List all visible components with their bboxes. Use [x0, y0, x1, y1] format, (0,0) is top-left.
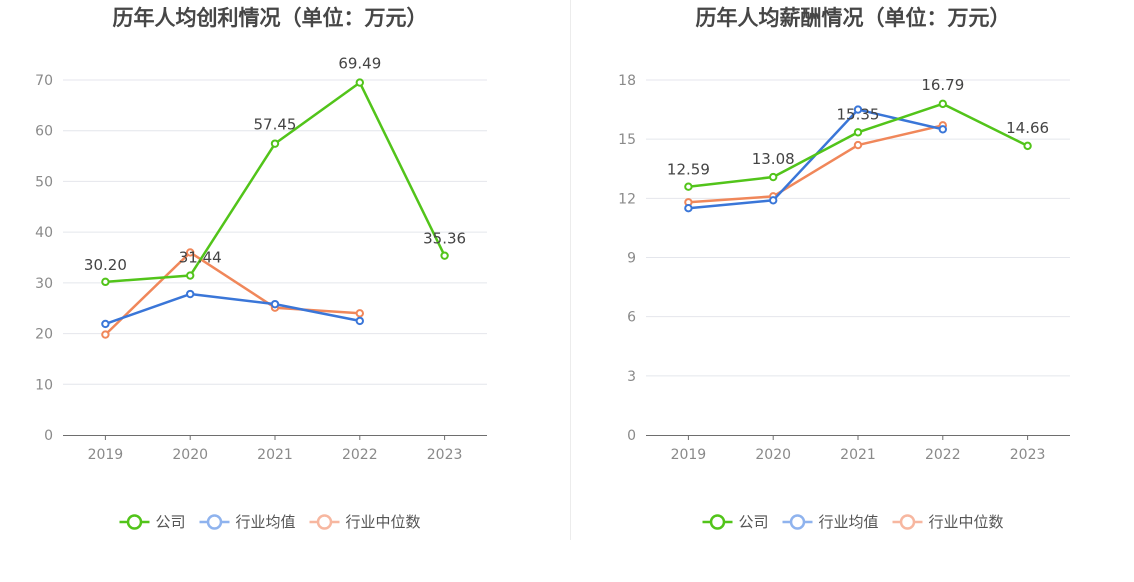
legend-label: 公司: [156, 513, 186, 531]
y-tick-label: 50: [35, 174, 53, 190]
legend-marker: [316, 514, 333, 530]
data-point-industry-mean: [769, 196, 778, 205]
data-point-company: [938, 99, 947, 109]
data-label: 57.45: [254, 116, 297, 134]
y-tick-label: 10: [35, 377, 53, 393]
data-point-company: [684, 182, 693, 191]
data-point-company: [1023, 141, 1032, 151]
x-tick-label: 2020: [172, 447, 208, 463]
chart-divider: [570, 0, 571, 540]
data-label: 14.66: [1006, 119, 1049, 137]
data-label: 35.36: [423, 230, 466, 248]
legend-label: 行业中位数: [929, 513, 1004, 531]
y-tick-label: 30: [35, 276, 53, 292]
x-tick-label: 2019: [671, 447, 707, 463]
x-tick-label: 2019: [88, 447, 124, 463]
data-point-industry-median: [101, 330, 110, 339]
series-line-industry-mean: [104, 292, 361, 326]
x-tick-label: 2021: [257, 447, 293, 463]
legend-marker: [206, 514, 223, 530]
data-point-industry-mean: [684, 203, 693, 213]
data-point-company: [769, 172, 778, 182]
data-point-industry-median: [853, 140, 863, 150]
legend-marker: [899, 514, 916, 530]
y-tick-label: 40: [35, 225, 53, 241]
chart-title: 历年人均薪酬情况（单位：万元）: [696, 6, 1011, 30]
legend-marker: [126, 514, 143, 530]
x-tick-label: 2023: [427, 447, 463, 463]
x-tick-label: 2020: [755, 447, 791, 463]
series-line-industry-mean: [688, 108, 944, 210]
y-tick-label: 70: [35, 73, 53, 89]
x-tick-label: 2023: [1010, 447, 1046, 463]
data-point-industry-mean: [186, 289, 195, 299]
series-line-company: [105, 81, 446, 284]
data-point-industry-median: [186, 248, 195, 257]
legend-marker: [709, 514, 726, 530]
data-point-industry-mean: [101, 319, 110, 329]
y-tick-label: 15: [618, 132, 636, 148]
data-point-industry-mean: [355, 316, 364, 326]
data-point-industry-median: [355, 309, 364, 318]
data-point-industry-mean: [270, 299, 280, 309]
data-label: 12.59: [667, 161, 710, 179]
legend-label: 行业均值: [819, 513, 879, 531]
data-point-company: [186, 271, 195, 280]
x-tick-label: 2022: [925, 447, 961, 463]
data-label: 13.08: [752, 150, 795, 168]
data-label: 30.20: [84, 256, 127, 274]
data-point-company: [355, 78, 364, 87]
x-tick-label: 2022: [342, 447, 378, 463]
y-tick-label: 0: [627, 428, 636, 444]
y-tick-label: 0: [44, 428, 53, 444]
data-point-company: [270, 139, 280, 148]
legend-label: 公司: [739, 513, 769, 531]
y-tick-label: 3: [627, 369, 636, 385]
series-line-industry-median: [688, 124, 944, 204]
y-tick-label: 9: [627, 251, 636, 267]
data-label: 16.79: [921, 76, 964, 94]
data-point-company: [440, 251, 449, 260]
data-label: 31.44: [179, 249, 222, 267]
data-point-company: [101, 277, 110, 287]
y-tick-label: 6: [627, 310, 636, 326]
y-tick-label: 18: [618, 73, 636, 89]
y-tick-label: 12: [618, 191, 636, 207]
data-label: 69.49: [338, 55, 381, 73]
legend-label: 行业均值: [236, 513, 296, 531]
y-tick-label: 20: [35, 327, 53, 343]
legend-marker: [789, 514, 806, 530]
legend-label: 行业中位数: [346, 513, 421, 531]
y-tick-label: 60: [35, 124, 53, 140]
data-label: 15.35: [837, 105, 880, 123]
series-line-industry-median: [104, 251, 360, 336]
data-point-company: [853, 128, 863, 137]
data-point-industry-mean: [853, 105, 863, 114]
data-point-industry-mean: [938, 125, 947, 134]
x-tick-label: 2021: [840, 447, 876, 463]
chart-title: 历年人均创利情况（单位：万元）: [113, 6, 428, 30]
